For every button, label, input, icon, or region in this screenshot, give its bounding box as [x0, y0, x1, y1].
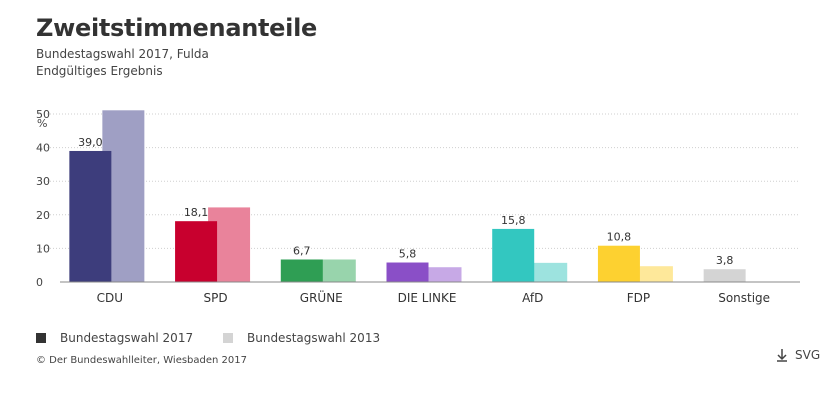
bar-chart: 0 10 20 30 40 50% 39,0 CDU 18,1 SPD 6,7 GRÜNE 5,8 DIE… — [36, 108, 800, 305]
bar-2017-fdp — [597, 245, 640, 282]
chart-title: Zweitstimmenanteile — [36, 14, 317, 42]
data-label: 10,8 — [607, 231, 632, 244]
x-tick-label: Sonstige — [718, 291, 770, 305]
chart-subtitle: Bundestagswahl 2017, Fulda — [36, 47, 209, 61]
y-tick-label: 10 — [36, 242, 50, 255]
legend-swatch-2013 — [223, 333, 233, 343]
bar-2017-spd — [175, 221, 218, 282]
legend-item-2017: Bundestagswahl 2017 — [36, 331, 193, 345]
download-icon — [777, 349, 787, 362]
bar-2013-die-linke — [419, 267, 462, 282]
x-tick-label: SPD — [204, 291, 228, 305]
x-tick-label: DIE LINKE — [398, 291, 457, 305]
bar-2017-afd — [492, 228, 535, 282]
legend-item-2013: Bundestagswahl 2013 — [223, 331, 380, 345]
bar-2017-sonstige — [703, 269, 746, 282]
y-tick-label: 40 — [36, 142, 50, 155]
y-tick-label: 20 — [36, 209, 50, 222]
download-svg-button[interactable]: SVG — [775, 348, 820, 362]
data-label: 3,8 — [716, 254, 734, 267]
x-tick-label: CDU — [97, 291, 123, 305]
y-tick-label: 50 — [36, 108, 50, 121]
bar-2013-grüne — [313, 259, 356, 282]
data-label: 5,8 — [399, 248, 417, 261]
data-label: 15,8 — [501, 214, 526, 227]
y-tick-label: 0 — [36, 276, 43, 289]
data-label: 39,0 — [78, 136, 103, 149]
bar-2017-grüne — [280, 259, 323, 282]
bar-2017-cdu — [69, 150, 112, 282]
bar-2013-afd — [525, 262, 568, 282]
legend-swatch-2017 — [36, 333, 46, 343]
data-label: 6,7 — [293, 244, 311, 257]
x-tick-label: GRÜNE — [300, 289, 343, 305]
legend-label-2013: Bundestagswahl 2013 — [247, 331, 381, 345]
x-tick-label: AfD — [522, 291, 543, 305]
legend-label-2017: Bundestagswahl 2017 — [60, 331, 194, 345]
chart-subtitle-status: Endgültiges Ergebnis — [36, 64, 163, 78]
y-tick-label: 30 — [36, 175, 50, 188]
bar-2017-die-linke — [386, 262, 429, 282]
data-label: 18,1 — [184, 206, 209, 219]
bar-2013-fdp — [630, 266, 673, 282]
source-note: © Der Bundeswahlleiter, Wiesbaden 2017 — [36, 355, 247, 366]
x-tick-label: FDP — [627, 291, 650, 305]
download-svg-label: SVG — [795, 348, 821, 362]
y-axis-unit: % — [37, 117, 47, 130]
